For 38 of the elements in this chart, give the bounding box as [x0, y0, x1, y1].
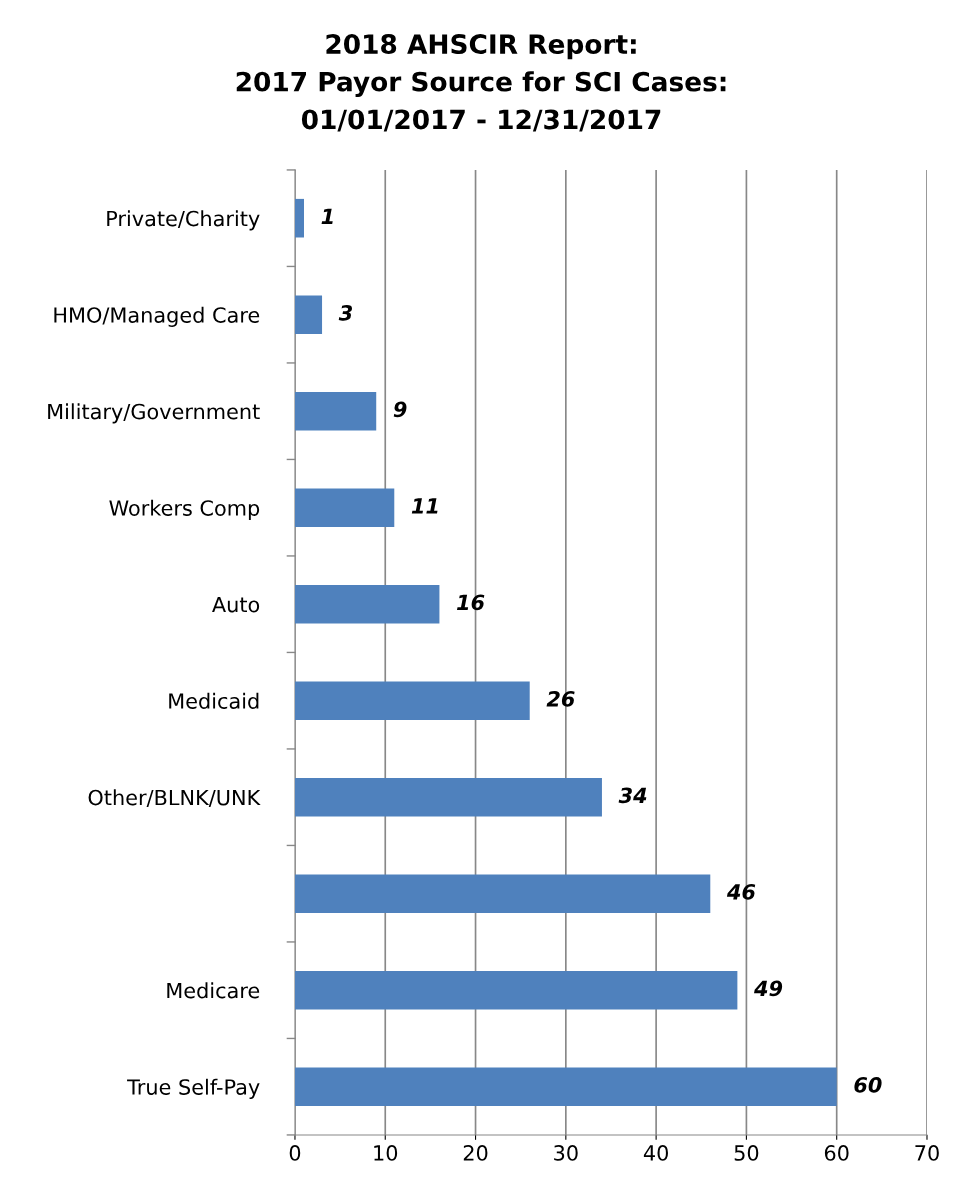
data-label: 11 [411, 498, 438, 514]
x-tick-label: 30 [554, 1145, 578, 1161]
data-label: 16 [456, 594, 485, 611]
x-tick-label: 50 [734, 1145, 759, 1161]
y-tick-label: True Self-Pay [127, 1078, 260, 1099]
x-tick-label: 70 [915, 1145, 939, 1161]
y-tick-label: Medicare [167, 982, 260, 999]
data-label: 1 [321, 208, 333, 224]
x-tick-label: 60 [824, 1145, 849, 1161]
data-label: 26 [546, 690, 575, 707]
bar [294, 1067, 837, 1106]
chart-title: 2018 AHSCIR Report: 2017 Payor Source for SCI Cases: 01/01/2017 - 12/31/2017 [236, 34, 726, 132]
data-label: 3 [338, 304, 352, 321]
bar [294, 584, 440, 624]
y-tick-label: Workers Comp [109, 499, 260, 520]
x-tick-label: 0 [289, 1145, 301, 1161]
data-label: 46 [726, 884, 756, 900]
data-label: 9 [393, 401, 407, 418]
x-tick-label: 10 [374, 1145, 398, 1161]
y-tick-label: Private/Charity [107, 210, 260, 231]
y-tick-label: Other/BLNK/UNK [88, 789, 261, 808]
y-tick-label: Military/Government [48, 403, 260, 424]
x-tick-label: 20 [463, 1145, 488, 1161]
y-tick-label: HMO/Managed Care [54, 306, 260, 327]
bar [294, 488, 395, 527]
y-tick-label: Medicaid [169, 692, 259, 709]
bar [294, 391, 377, 431]
bar [294, 874, 711, 913]
data-label: 60 [854, 1076, 882, 1093]
bar [294, 295, 323, 334]
data-label: 34 [618, 787, 647, 804]
bar [294, 970, 738, 1010]
bar [294, 681, 530, 720]
bar [294, 777, 602, 817]
data-label: 49 [754, 980, 783, 997]
bar [294, 198, 304, 238]
x-tick-label: 40 [643, 1145, 668, 1161]
y-tick-label: Auto [212, 596, 260, 613]
